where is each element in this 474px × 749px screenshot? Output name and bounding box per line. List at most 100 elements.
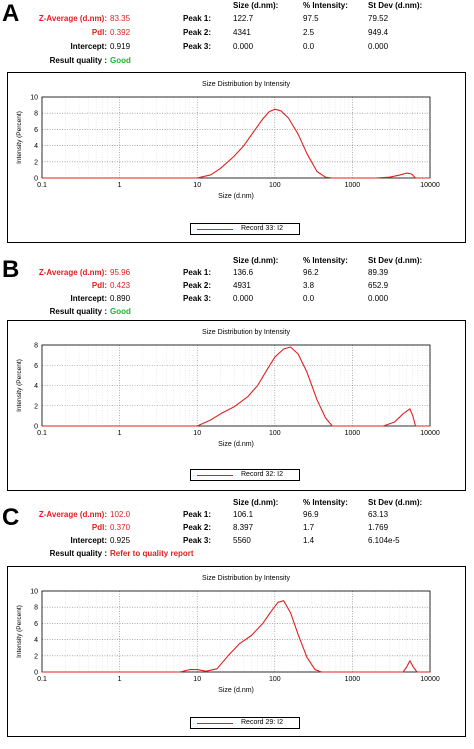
peak3-size: 0.000 bbox=[233, 294, 254, 303]
pdi-label: Pdl: bbox=[91, 281, 107, 290]
panel-b: B Size (d.nm): % Intensity: St Dev (d.nm… bbox=[0, 256, 474, 501]
series-line bbox=[42, 600, 430, 673]
peak3-size: 0.000 bbox=[233, 42, 254, 51]
x-tick-label: 10000 bbox=[420, 676, 440, 683]
legend-label: Record 32: I2 bbox=[241, 471, 284, 478]
quality-label: Result quality : bbox=[49, 307, 107, 316]
peak2-size: 4931 bbox=[233, 281, 251, 290]
panel-letter: B bbox=[2, 256, 20, 283]
panel-letter: C bbox=[2, 504, 20, 531]
peak1-intensity: 97.5 bbox=[303, 14, 319, 23]
pdi-value: 0.392 bbox=[110, 28, 131, 37]
y-tick-label: 2 bbox=[34, 403, 38, 410]
peak1-stdev: 63.13 bbox=[368, 510, 389, 519]
peak2-size: 4341 bbox=[233, 28, 251, 37]
y-tick-label: 2 bbox=[34, 159, 38, 166]
y-tick-label: 4 bbox=[34, 637, 38, 644]
legend-label: Record 29: I2 bbox=[241, 719, 284, 726]
size-header: Size (d.nm): bbox=[233, 498, 279, 507]
peak1-label: Peak 1: bbox=[183, 14, 212, 23]
x-axis-label: Size (d.nm) bbox=[218, 687, 254, 694]
legend-label: Record 33: I2 bbox=[241, 225, 284, 232]
series-line bbox=[42, 346, 430, 427]
y-tick-label: 2 bbox=[34, 653, 38, 660]
y-tick-label: 6 bbox=[34, 621, 38, 628]
peak3-intensity: 1.4 bbox=[303, 536, 315, 545]
x-tick-label: 100 bbox=[269, 182, 281, 189]
chart-title: Size Distribution by Intensity bbox=[202, 575, 290, 582]
peak1-label: Peak 1: bbox=[183, 268, 212, 277]
x-tick-label: 0.1 bbox=[37, 676, 47, 683]
y-tick-label: 4 bbox=[34, 143, 38, 150]
chart-frame: Size Distribution by Intensity 0.1 1 10 100 1… bbox=[7, 320, 466, 491]
stdev-header: St Dev (d.nm): bbox=[368, 256, 423, 265]
peak3-size: 5560 bbox=[233, 536, 251, 545]
peak2-stdev: 652.9 bbox=[368, 281, 389, 290]
x-tick-label: 100 bbox=[269, 676, 281, 683]
x-tick-label: 1000 bbox=[345, 182, 361, 189]
x-tick-label: 0.1 bbox=[37, 182, 47, 189]
intensity-header: % Intensity: bbox=[303, 498, 348, 507]
pdi-value: 0.370 bbox=[110, 523, 131, 532]
legend-line-swatch bbox=[197, 229, 233, 230]
chart-legend: Record 33: I2 bbox=[190, 223, 300, 235]
quality-label: Result quality : bbox=[49, 56, 107, 65]
x-tick-label: 10000 bbox=[420, 430, 440, 437]
peak3-intensity: 0.0 bbox=[303, 42, 315, 51]
results-summary: Size (d.nm): % Intensity: St Dev (d.nm):… bbox=[0, 256, 474, 326]
y-tick-label: 8 bbox=[34, 111, 38, 118]
peak1-size: 106.1 bbox=[233, 510, 254, 519]
peak2-size: 8.397 bbox=[233, 523, 254, 532]
x-tick-label: 1 bbox=[118, 676, 122, 683]
intensity-header: % Intensity: bbox=[303, 256, 348, 265]
pdi-label: Pdl: bbox=[91, 523, 107, 532]
plot-area-frame bbox=[41, 344, 431, 427]
intercept-label: Intercept: bbox=[70, 42, 107, 51]
x-tick-label: 10 bbox=[193, 182, 201, 189]
chart-frame: Size Distribution by Intensity 0.1 1 10 100 1… bbox=[7, 566, 466, 737]
peak1-label: Peak 1: bbox=[183, 510, 212, 519]
intercept-value: 0.890 bbox=[110, 294, 131, 303]
quality-value: Refer to quality report bbox=[110, 549, 194, 558]
peak3-label: Peak 3: bbox=[183, 294, 212, 303]
intercept-value: 0.919 bbox=[110, 42, 131, 51]
peak2-label: Peak 2: bbox=[183, 523, 212, 532]
chart-legend: Record 29: I2 bbox=[190, 717, 300, 729]
quality-value: Good bbox=[110, 307, 131, 316]
stdev-header: St Dev (d.nm): bbox=[368, 498, 423, 507]
panel-a: A Size (d.nm): % Intensity: St Dev (d.nm… bbox=[0, 0, 474, 245]
x-tick-label: 1 bbox=[118, 182, 122, 189]
x-tick-label: 10 bbox=[193, 676, 201, 683]
y-tick-label: 0 bbox=[34, 424, 38, 431]
zavg-value: 83.35 bbox=[110, 14, 131, 23]
peak3-stdev: 0.000 bbox=[368, 294, 389, 303]
zavg-label: Z-Average (d.nm): bbox=[38, 14, 107, 23]
y-tick-label: 10 bbox=[30, 589, 38, 596]
series-line bbox=[42, 108, 430, 179]
y-axis-label: Intensity (Percent) bbox=[16, 359, 23, 412]
peak2-intensity: 1.7 bbox=[303, 523, 315, 532]
peak1-stdev: 79.52 bbox=[368, 14, 389, 23]
x-tick-label: 0.1 bbox=[37, 430, 47, 437]
chart-frame: Size Distribution by Intensity 0.1 1 10 100 1… bbox=[7, 72, 466, 243]
x-tick-label: 10 bbox=[193, 430, 201, 437]
peak2-intensity: 3.8 bbox=[303, 281, 315, 290]
x-tick-label: 1 bbox=[118, 430, 122, 437]
pdi-value: 0.423 bbox=[110, 281, 131, 290]
y-tick-label: 6 bbox=[34, 363, 38, 370]
peak3-intensity: 0.0 bbox=[303, 294, 315, 303]
x-tick-label: 1000 bbox=[345, 676, 361, 683]
chart-legend: Record 32: I2 bbox=[190, 469, 300, 481]
y-tick-label: 0 bbox=[34, 670, 38, 677]
peak3-label: Peak 3: bbox=[183, 42, 212, 51]
intensity-header: % Intensity: bbox=[303, 1, 348, 10]
peak3-label: Peak 3: bbox=[183, 536, 212, 545]
intercept-value: 0.925 bbox=[110, 536, 131, 545]
plot-area-frame bbox=[41, 96, 431, 179]
peak3-stdev: 0.000 bbox=[368, 42, 389, 51]
y-tick-label: 8 bbox=[34, 605, 38, 612]
y-tick-label: 0 bbox=[34, 176, 38, 183]
panel-letter: A bbox=[2, 0, 20, 27]
